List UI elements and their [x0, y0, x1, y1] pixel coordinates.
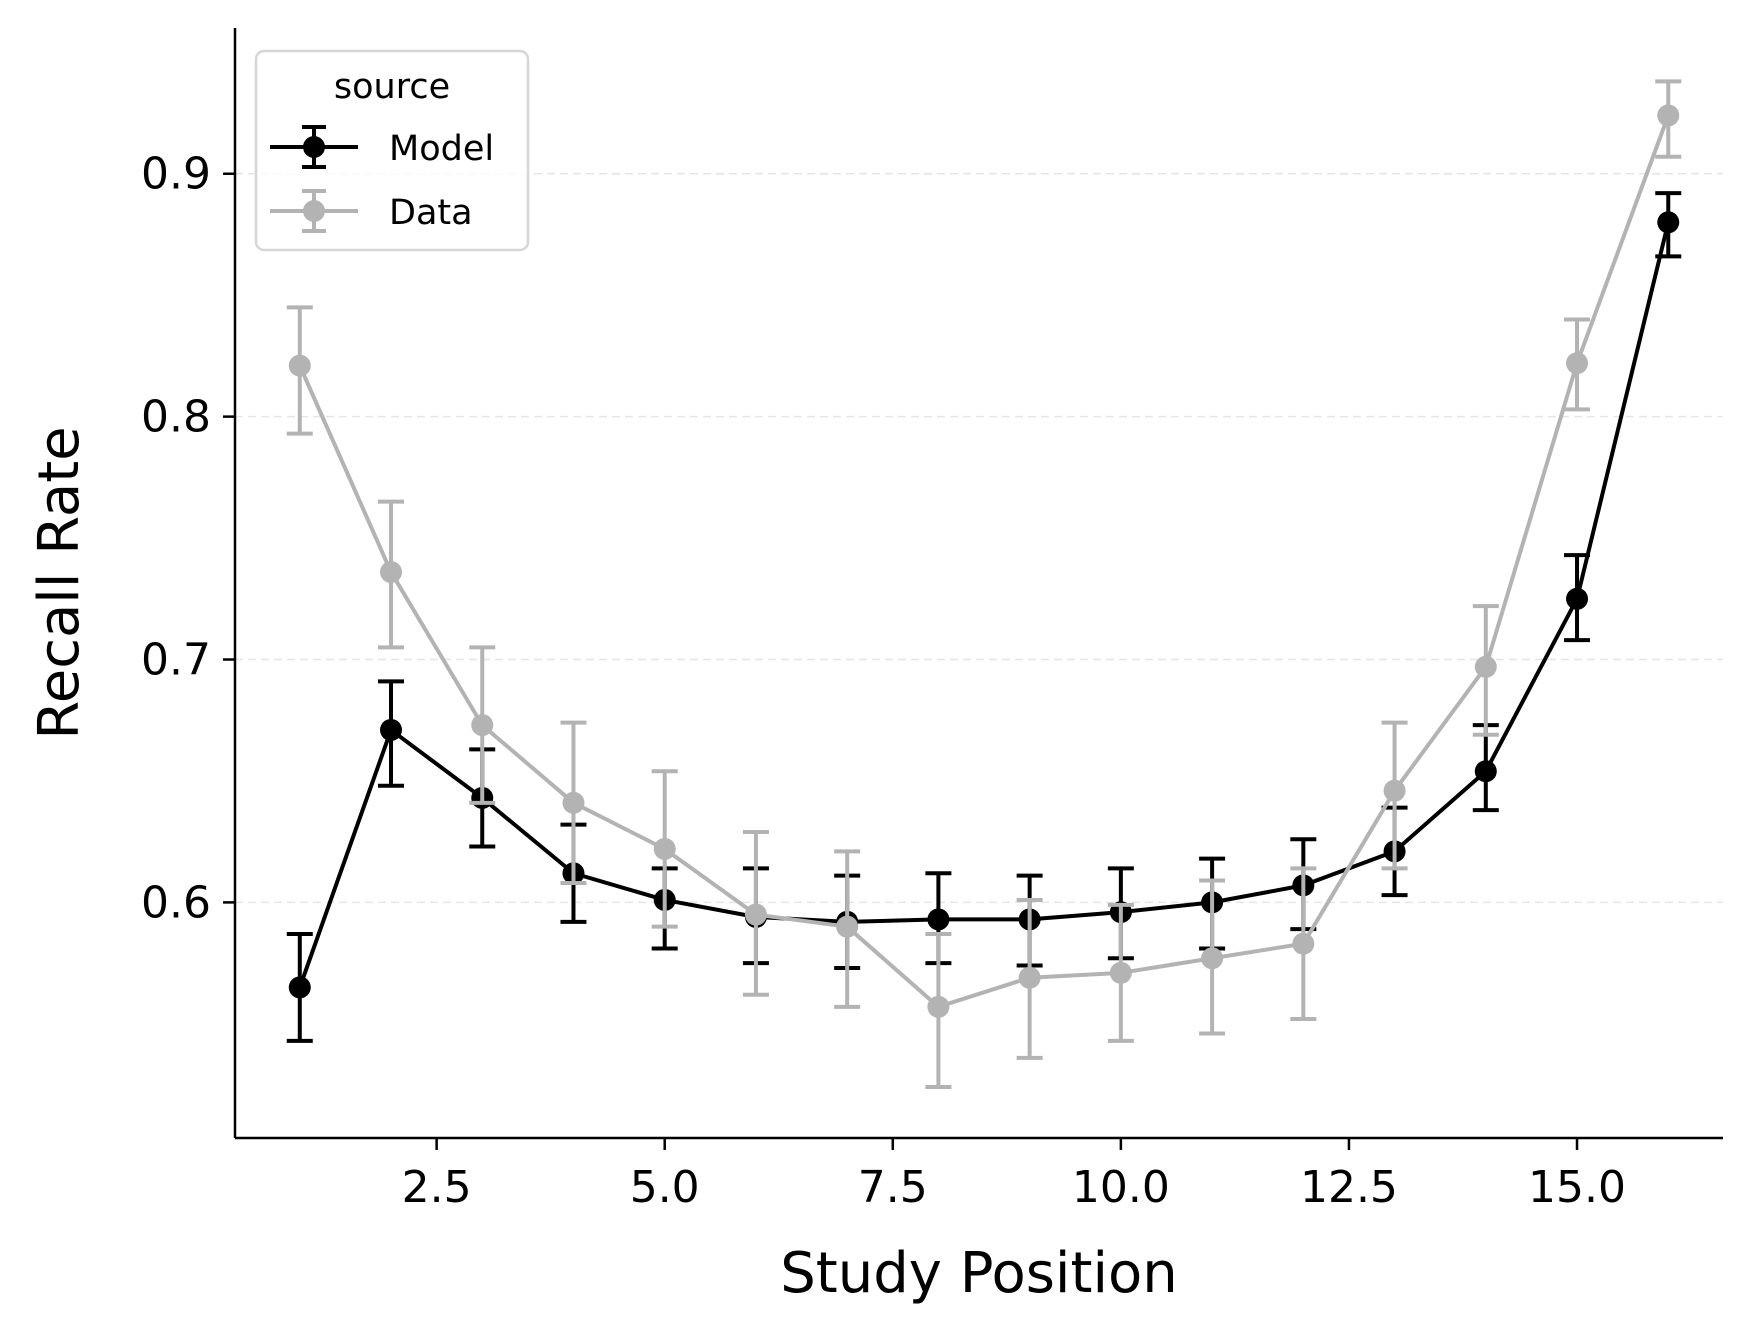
legend-entry-data[interactable]: Data — [270, 189, 473, 233]
data-point-data[interactable] — [1109, 961, 1132, 984]
plot-area — [286, 79, 1682, 1089]
y-axis-label: Recall Rate — [27, 426, 92, 739]
data-point-data[interactable] — [562, 791, 585, 814]
data-point-data[interactable] — [927, 995, 950, 1018]
data-point-data[interactable] — [1657, 104, 1680, 127]
gridlines — [235, 172, 1723, 904]
series-data — [286, 79, 1682, 1089]
x-axis-ticks: 2.5 5.0 7.5 10.0 12.5 15.0 — [402, 1138, 1626, 1213]
series-line-data — [297, 114, 1671, 1009]
x-tick-label: 12.5 — [1300, 1162, 1398, 1213]
legend-label-data: Data — [389, 193, 473, 233]
x-tick-label: 5.0 — [630, 1162, 700, 1213]
legend-marker-model — [303, 136, 325, 158]
y-axis-ticks: 0.6 0.7 0.8 0.9 — [141, 149, 235, 928]
data-point-model[interactable] — [380, 718, 403, 741]
data-point-data[interactable] — [744, 903, 767, 926]
legend[interactable]: source Model Data — [254, 49, 530, 252]
data-point-data[interactable] — [471, 714, 494, 737]
data-point-data[interactable] — [1018, 966, 1041, 989]
data-point-data[interactable] — [288, 354, 311, 377]
y-tick-label: 0.7 — [141, 635, 211, 686]
data-point-data[interactable] — [836, 915, 859, 938]
x-tick-label: 2.5 — [402, 1162, 472, 1213]
data-point-model[interactable] — [1566, 587, 1589, 610]
data-point-model[interactable] — [288, 976, 311, 999]
x-tick-label: 7.5 — [858, 1162, 928, 1213]
data-point-data[interactable] — [380, 561, 403, 584]
legend-label-model: Model — [389, 129, 494, 169]
data-point-data[interactable] — [653, 837, 676, 860]
data-point-model[interactable] — [927, 908, 950, 931]
legend-entry-model[interactable]: Model — [270, 125, 494, 169]
data-point-data[interactable] — [1566, 352, 1589, 375]
data-point-model[interactable] — [1657, 211, 1680, 234]
legend-frame — [254, 49, 530, 252]
legend-marker-data — [303, 200, 325, 222]
data-point-data[interactable] — [1474, 655, 1497, 678]
y-tick-label: 0.8 — [141, 392, 211, 443]
legend-title: source — [334, 67, 450, 107]
data-point-model[interactable] — [1474, 760, 1497, 783]
data-point-data[interactable] — [1292, 932, 1315, 955]
x-tick-label: 15.0 — [1528, 1162, 1626, 1213]
x-tick-label: 10.0 — [1072, 1162, 1170, 1213]
series-line-model — [297, 221, 1671, 989]
data-point-data[interactable] — [1383, 779, 1406, 802]
series-model — [286, 191, 1682, 1043]
y-tick-label: 0.9 — [141, 149, 211, 200]
y-tick-label: 0.6 — [141, 877, 211, 928]
data-point-data[interactable] — [1201, 947, 1224, 970]
x-axis-label: Study Position — [780, 1241, 1178, 1306]
